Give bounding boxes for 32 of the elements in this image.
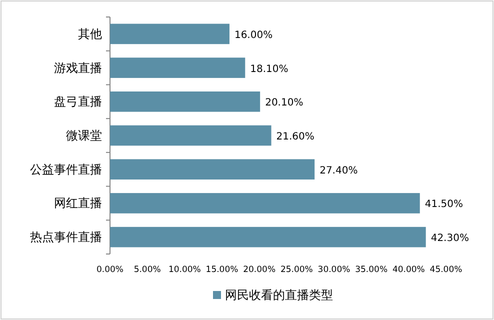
y-tick-label: 公益事件直播 xyxy=(30,162,102,176)
y-tick-label: 热点事件直播 xyxy=(30,230,102,244)
x-tick-label: 15.00% xyxy=(206,265,238,275)
y-tick-label: 游戏直播 xyxy=(54,60,102,75)
x-tick-label: 20.00% xyxy=(243,265,276,275)
bar xyxy=(110,24,230,44)
data-label: 20.10% xyxy=(265,98,304,109)
data-label: 16.00% xyxy=(234,30,273,41)
x-tick-label: 30.00% xyxy=(318,265,350,275)
x-tick-label: 10.00% xyxy=(168,265,201,275)
data-label: 27.40% xyxy=(320,165,358,176)
x-tick-label: 35.00% xyxy=(355,265,388,275)
y-tick-label: 其他 xyxy=(78,26,102,41)
bar xyxy=(110,91,260,112)
x-tick-label: 5.00% xyxy=(134,265,161,275)
x-tick-label: 0.00% xyxy=(96,265,124,275)
data-label: 21.60% xyxy=(276,132,314,142)
bar xyxy=(110,159,315,180)
x-tick-label: 45.00% xyxy=(430,265,462,275)
y-tick-label: 微课堂 xyxy=(66,128,102,142)
bar xyxy=(110,58,246,78)
x-tick-label: 40.00% xyxy=(392,265,425,275)
data-label: 41.50% xyxy=(424,199,464,210)
bar xyxy=(110,226,426,248)
x-tick-label: 25.00% xyxy=(280,265,313,275)
data-label: 42.30% xyxy=(430,233,469,244)
bar xyxy=(110,125,272,146)
y-tick-label: 网红直播 xyxy=(54,196,102,210)
legend-label: 网民收看的直播类型 xyxy=(225,288,333,302)
bar xyxy=(110,193,420,214)
y-tick-label: 盘弓直播 xyxy=(54,94,102,109)
data-label: 18.10% xyxy=(250,64,288,75)
